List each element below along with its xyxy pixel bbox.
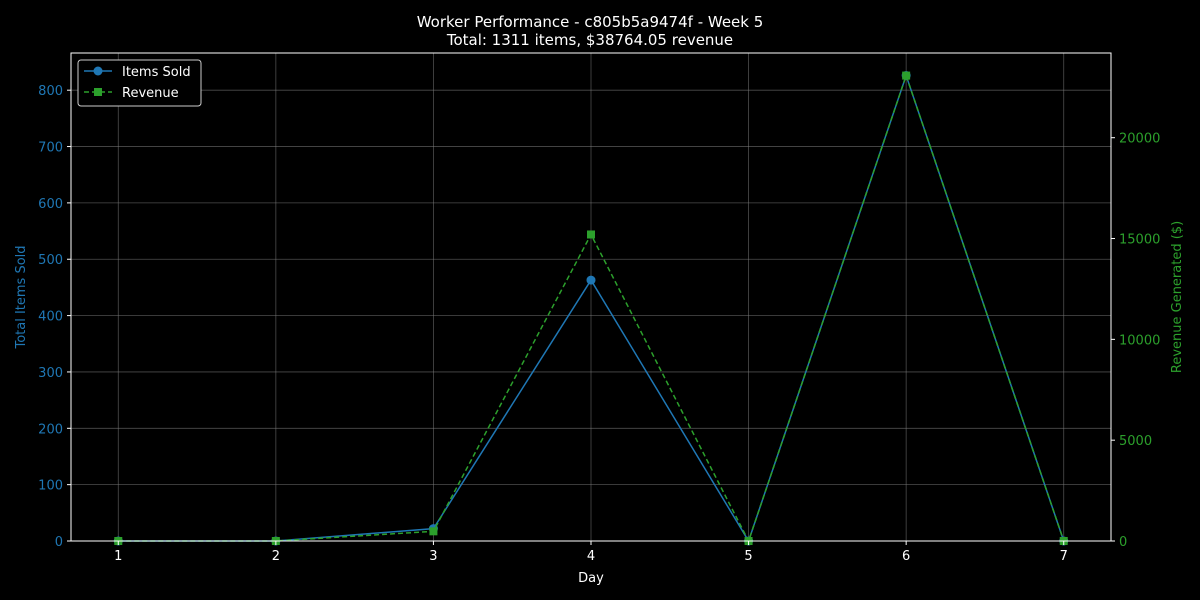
legend: Items Sold Revenue [77, 59, 202, 107]
chart-title: Worker Performance - c805b5a9474f - Week… [417, 13, 764, 31]
data-point-revenue [902, 71, 911, 80]
x-tick-label: 7 [1060, 549, 1068, 564]
ticks: 1 2 3 4 5 6 7 0 100 200 300 400 500 600 700 800 0 5000 100… [38, 84, 1160, 564]
x-axis-label: Day [578, 571, 604, 586]
y-left-tick-label: 100 [38, 479, 63, 494]
y-right-tick-label: 20000 [1119, 132, 1160, 147]
x-tick-label: 2 [272, 549, 280, 564]
y-axis-right-label: Revenue Generated ($) [1170, 221, 1185, 373]
legend-items-marker [93, 66, 103, 76]
legend-revenue-marker [94, 88, 102, 96]
y-left-tick-label: 700 [38, 141, 63, 156]
y-left-tick-label: 500 [38, 253, 63, 268]
x-tick-label: 3 [429, 549, 437, 564]
y-left-tick-label: 800 [38, 84, 63, 99]
y-left-tick-label: 300 [38, 366, 63, 381]
legend-revenue-label: Revenue [122, 86, 179, 101]
x-tick-label: 5 [744, 549, 752, 564]
y-right-tick-label: 10000 [1119, 333, 1160, 348]
y-left-tick-label: 600 [38, 197, 63, 212]
x-tick-label: 4 [587, 549, 595, 564]
y-left-tick-label: 400 [38, 310, 63, 325]
data-point-items-sold [586, 275, 596, 285]
data-point-revenue [587, 230, 595, 239]
y-left-tick-label: 200 [38, 422, 63, 437]
data-point-revenue [429, 527, 438, 536]
y-right-tick-label: 0 [1119, 535, 1127, 550]
y-right-tick-label: 5000 [1119, 434, 1152, 449]
chart-subtitle: Total: 1311 items, $38764.05 revenue [446, 31, 733, 49]
y-axis-left-label: Total Items Sold [14, 245, 29, 349]
y-right-tick-label: 15000 [1119, 233, 1160, 248]
y-left-tick-label: 0 [55, 535, 63, 550]
x-tick-label: 6 [902, 549, 910, 564]
legend-items-label: Items Sold [122, 65, 191, 80]
x-tick-label: 1 [114, 549, 122, 564]
